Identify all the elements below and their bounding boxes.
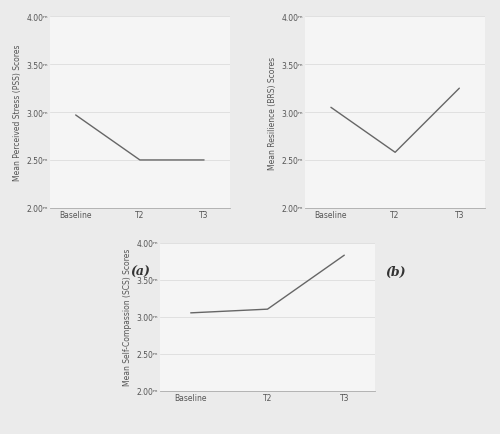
Y-axis label: Mean Self-Compassion (SCS) Scores: Mean Self-Compassion (SCS) Scores xyxy=(123,248,132,385)
Y-axis label: Mean Resilience (BRS) Scores: Mean Resilience (BRS) Scores xyxy=(268,56,278,169)
Text: (a): (a) xyxy=(130,266,150,279)
Text: (b): (b) xyxy=(385,266,406,279)
Y-axis label: Mean Perceived Stress (PSS) Scores: Mean Perceived Stress (PSS) Scores xyxy=(13,45,22,181)
